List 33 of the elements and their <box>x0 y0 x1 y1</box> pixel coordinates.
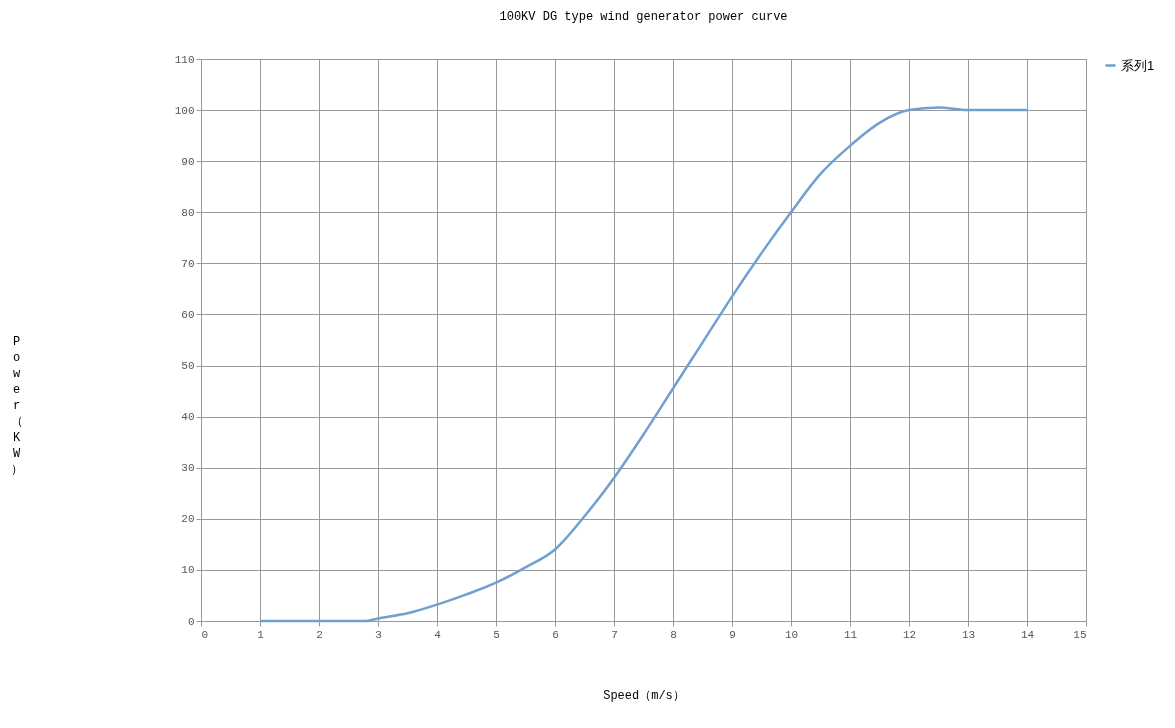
x-tick-label: 10 <box>784 628 799 641</box>
x-tick-label: 13 <box>961 628 976 641</box>
y-tick-label: 40 <box>181 411 195 424</box>
x-tick-label: 4 <box>434 628 442 641</box>
x-tick-label: 5 <box>493 628 500 641</box>
x-tick-label: 11 <box>843 628 858 641</box>
y-tick-label: 100 <box>174 104 195 117</box>
x-tick-label: 9 <box>729 628 736 641</box>
x-axis-title: Speed（m/s） <box>603 688 685 703</box>
y-tick-label: 60 <box>181 308 195 321</box>
chart-title: 100KV DG type wind generator power curve <box>499 10 788 24</box>
y-tick-label: 90 <box>181 155 195 168</box>
x-tick-label: 7 <box>611 628 618 641</box>
line-series <box>258 106 1029 623</box>
y-tick-label: 50 <box>181 360 195 373</box>
x-tick-label: 1 <box>257 628 265 641</box>
x-tick-label: 8 <box>670 628 677 641</box>
x-tick-label: 0 <box>201 628 209 641</box>
y-tick-label: 0 <box>187 615 195 628</box>
y-tick-label: 20 <box>181 513 195 526</box>
x-tick-label: 2 <box>316 628 323 641</box>
x-tick-label: 3 <box>375 628 382 641</box>
y-tick-label: 80 <box>181 206 195 219</box>
x-tick-label: 14 <box>1020 628 1035 641</box>
x-tick-label: 12 <box>902 628 917 641</box>
legend-label: 系列1 <box>1121 57 1155 73</box>
y-tick-label: 70 <box>181 257 195 270</box>
y-tick-label: 110 <box>174 53 195 66</box>
x-tick-label: 6 <box>552 628 559 641</box>
y-tick-label: 10 <box>181 564 195 577</box>
x-tick-label: 15 <box>1073 628 1087 641</box>
text: Power（KW） <box>10 334 23 477</box>
y-tick-label: 30 <box>181 462 195 475</box>
